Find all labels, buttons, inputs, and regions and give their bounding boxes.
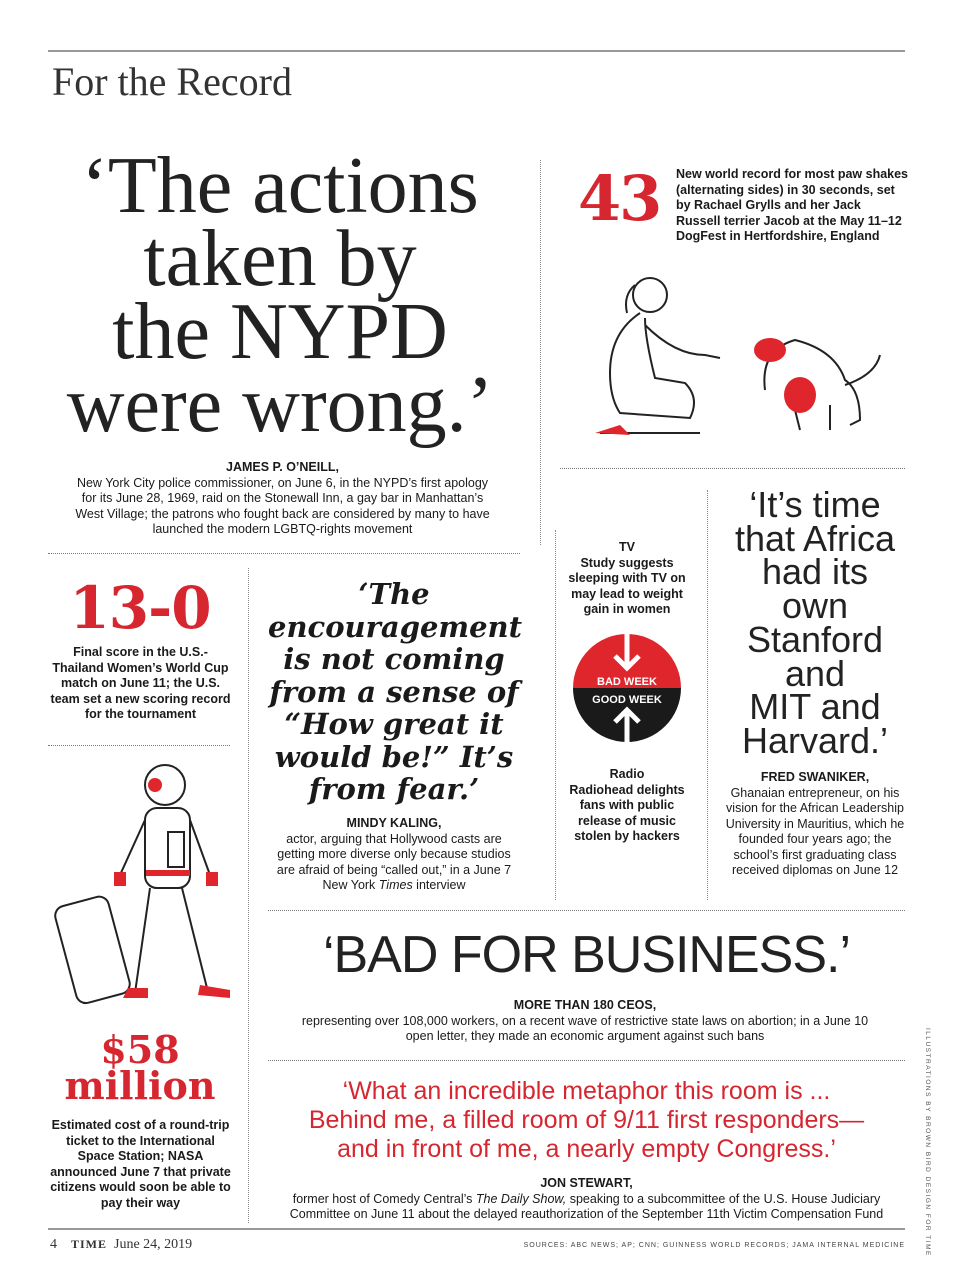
quote-line: ‘It’s time bbox=[749, 484, 881, 525]
paw-record-desc: New world record for most paw shakes (al… bbox=[676, 167, 909, 243]
space-cost-number: $58 million bbox=[48, 1027, 232, 1108]
quote-line: own bbox=[781, 585, 849, 627]
speaker-name: MINDY KALING, bbox=[346, 816, 442, 830]
sources: SOURCES: ABC NEWS; AP; CNN; GUINNESS WOR… bbox=[523, 1242, 905, 1249]
bad-week-title: TV bbox=[619, 540, 635, 554]
divider bbox=[248, 568, 249, 1223]
quote-line: Behind me, a filled room of 9/11 first r… bbox=[308, 1106, 865, 1134]
speaker-desc-italic: Times bbox=[378, 878, 413, 892]
bottom-rule bbox=[48, 1228, 905, 1230]
stewart-quote: ‘What an incredible metaphor this room i… bbox=[268, 1077, 905, 1164]
down-arrow-icon bbox=[613, 628, 641, 672]
magazine-name: TIME bbox=[71, 1237, 108, 1251]
divider bbox=[707, 490, 708, 900]
speaker-name: MORE THAN 180 CEOS, bbox=[513, 998, 657, 1012]
kaling-attribution: MINDY KALING, actor, arguing that Hollyw… bbox=[268, 816, 520, 894]
space-cost-line: million bbox=[64, 1063, 216, 1108]
ceos-quote: ‘BAD FOR BUSINESS.’ bbox=[322, 926, 851, 984]
space-cost-line: $58 bbox=[100, 1027, 180, 1072]
space-cost-desc: Estimated cost of a round-trip ticket to… bbox=[50, 1118, 231, 1210]
nypd-attribution: JAMES P. O’NEILL, New York City police c… bbox=[75, 460, 490, 538]
section-title: For the Record bbox=[52, 59, 292, 104]
speaker-desc: representing over 108,000 workers, on a … bbox=[301, 1013, 869, 1044]
quote-line: were wrong.’ bbox=[66, 361, 494, 449]
bad-good-week-badge: BAD WEEK GOOD WEEK bbox=[573, 628, 681, 748]
divider bbox=[268, 910, 905, 911]
paw-record-number: 43 bbox=[578, 162, 662, 235]
quote-line: Harvard.’ bbox=[741, 719, 889, 761]
bad-week-block: TV Study suggests sleeping with TV on ma… bbox=[562, 540, 692, 618]
divider bbox=[560, 468, 905, 469]
nypd-quote: ‘The actions taken by the NYPD were wron… bbox=[40, 142, 520, 449]
speaker-desc: speaking to a subcommittee of the U.S. H… bbox=[289, 1191, 884, 1222]
quote-line: and in front of me, a nearly empty Congr… bbox=[337, 1135, 836, 1163]
issue-date: June 24, 2019 bbox=[114, 1237, 193, 1252]
speaker-name: JON STEWART, bbox=[540, 1176, 633, 1190]
stewart-attribution: JON STEWART, former host of Comedy Centr… bbox=[268, 1176, 905, 1223]
divider bbox=[268, 1060, 905, 1061]
quote-line: that Africa bbox=[734, 517, 896, 559]
speaker-desc: actor, arguing that Hollywood casts are … bbox=[276, 831, 512, 893]
quote-line: Stanford bbox=[746, 618, 884, 660]
speaker-desc: interview bbox=[412, 878, 466, 892]
swaniker-attribution: FRED SWANIKER, Ghanaian entrepreneur, on… bbox=[722, 770, 908, 879]
page-number: 4 bbox=[50, 1237, 57, 1252]
speaker-desc: former host of Comedy Central’s bbox=[292, 1191, 476, 1206]
divider bbox=[555, 530, 556, 900]
score-desc: Final score in the U.S.-Thailand Women’s… bbox=[50, 645, 231, 721]
speaker-name: JAMES P. O’NEILL, bbox=[226, 460, 339, 474]
divider bbox=[48, 745, 230, 746]
good-week-desc: Radiohead delights fans with public rele… bbox=[569, 782, 685, 844]
good-week-title: Radio bbox=[609, 767, 645, 781]
quote-line: taken by bbox=[143, 215, 417, 303]
score-number: 13-0 bbox=[69, 574, 211, 642]
speaker-desc: New York City police commissioner, on Ju… bbox=[75, 475, 490, 537]
speaker-desc-italic: The Daily Show, bbox=[475, 1191, 567, 1206]
kaling-quote: ‘The encouragement is not coming from a … bbox=[268, 577, 523, 806]
speaker-desc: Ghanaian entrepreneur, on his vision for… bbox=[725, 785, 905, 878]
good-week-label: GOOD WEEK bbox=[592, 694, 662, 706]
quote-line: MIT and bbox=[749, 686, 881, 728]
astronaut-illustration bbox=[54, 764, 230, 1005]
swaniker-quote: ‘It’s time that Africa had its own Stanf… bbox=[712, 484, 918, 761]
divider bbox=[540, 160, 541, 545]
quote-line: had its bbox=[761, 551, 869, 593]
top-rule bbox=[48, 50, 905, 52]
speaker-name: FRED SWANIKER, bbox=[760, 770, 870, 784]
up-arrow-icon bbox=[613, 706, 641, 748]
illustration-credit: ILLUSTRATIONS BY BROWN BIRD DESIGN FOR T… bbox=[924, 1028, 931, 1257]
bad-week-desc: Study suggests sleeping with TV on may l… bbox=[568, 555, 686, 617]
quote-line: ‘The actions bbox=[81, 142, 479, 230]
footer-left: 4 TIME June 24, 2019 bbox=[50, 1237, 192, 1253]
good-week-block: Radio Radiohead delights fans with publi… bbox=[562, 767, 692, 845]
quote-line: the NYPD bbox=[112, 288, 448, 376]
ceos-attribution: MORE THAN 180 CEOS, representing over 10… bbox=[300, 998, 870, 1045]
quote-line: and bbox=[784, 652, 846, 694]
woman-dog-illustration bbox=[595, 277, 881, 435]
divider bbox=[48, 553, 520, 554]
quote-line: ‘What an incredible metaphor this room i… bbox=[342, 1077, 831, 1105]
bad-week-label: BAD WEEK bbox=[597, 676, 657, 688]
